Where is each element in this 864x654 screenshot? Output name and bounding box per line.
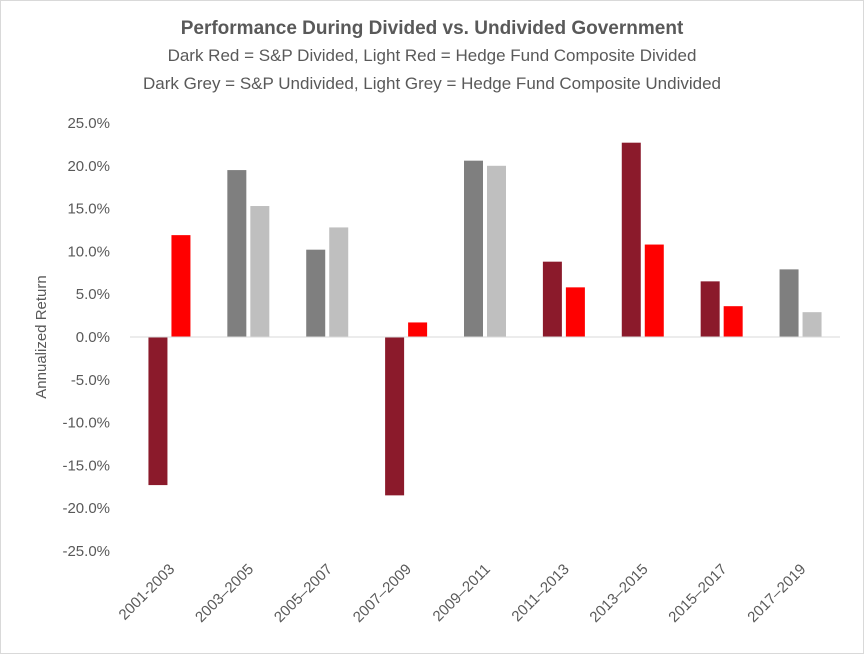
bar-hedge-fund-undivided — [487, 165, 506, 337]
x-tick-label: 2011–2013 — [508, 561, 572, 625]
x-tick-label: 2009–2011 — [430, 561, 494, 625]
bar-hedge-fund-divided — [408, 322, 428, 337]
y-tick-label: -25.0% — [62, 543, 110, 560]
y-tick-label: 25.0% — [67, 115, 110, 132]
bar-sp-divided — [621, 142, 641, 337]
chart-subtitle-line-2: Dark Grey = S&P Undivided, Light Grey = … — [143, 74, 721, 93]
y-tick-label: 20.0% — [67, 158, 110, 175]
bar-sp-divided — [700, 281, 720, 337]
y-tick-label: -20.0% — [62, 500, 110, 517]
bar-sp-divided — [148, 337, 168, 486]
bar-sp-divided — [542, 261, 562, 337]
bar-hedge-fund-undivided — [802, 312, 822, 337]
bar-sp-undivided — [227, 170, 247, 337]
y-tick-label: -10.0% — [62, 415, 110, 432]
bar-hedge-fund-divided — [723, 306, 743, 337]
chart-title: Performance During Divided vs. Undivided… — [180, 18, 684, 39]
chart-subtitle-line-1: Dark Red = S&P Divided, Light Red = Hedg… — [167, 46, 697, 65]
x-tick-label: 2013–2015 — [586, 561, 651, 626]
y-tick-label: 15.0% — [67, 201, 110, 218]
bar-sp-undivided — [779, 269, 799, 337]
x-tick-label: 2001-2003 — [116, 561, 179, 624]
x-tick-label: 2017–2019 — [744, 561, 809, 626]
y-axis-ticks: 25.0% 20.0% 15.0% 10.0% 5.0% 0.0% -5.0% -10.0% -… — [62, 115, 110, 560]
y-tick-label: -15.0% — [62, 457, 110, 474]
bar-hedge-fund-undivided — [250, 206, 270, 337]
x-tick-label: 2015–2017 — [665, 561, 730, 626]
y-tick-label: -5.0% — [71, 372, 110, 389]
y-tick-label: 5.0% — [76, 286, 110, 303]
bar-hedge-fund-divided — [565, 287, 585, 337]
bar-hedge-fund-undivided — [329, 227, 349, 337]
x-tick-label: 2007–2009 — [350, 561, 415, 626]
y-axis-label: Annualized Return — [33, 275, 50, 398]
y-tick-label: 0.0% — [76, 329, 110, 346]
bar-sp-divided — [385, 337, 405, 496]
x-tick-label: 2003–2005 — [192, 561, 257, 626]
y-tick-label: 10.0% — [67, 243, 110, 260]
x-tick-label: 2005–2007 — [271, 561, 336, 626]
x-axis-ticks: 2001-2003 2003–2005 2005–2007 2007–2009 2009… — [116, 561, 810, 626]
bar-hedge-fund-divided — [644, 244, 664, 337]
bars — [148, 142, 822, 496]
bar-sp-undivided — [306, 249, 326, 337]
bar-hedge-fund-divided — [171, 235, 191, 337]
bar-sp-undivided — [464, 160, 483, 337]
